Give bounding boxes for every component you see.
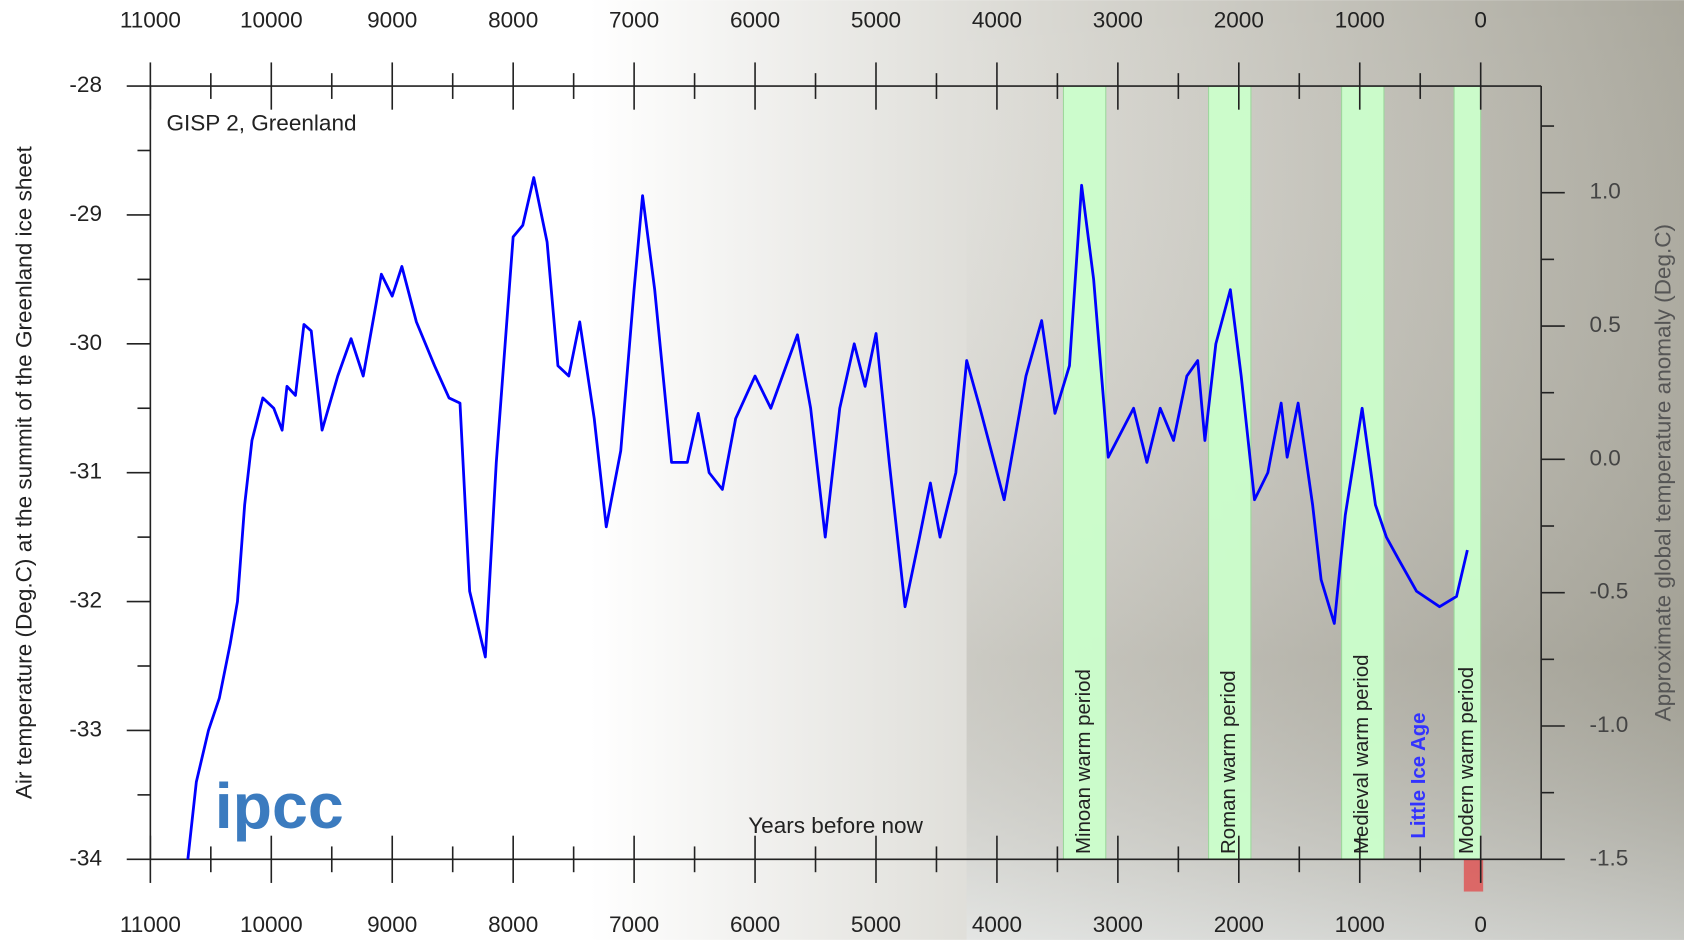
- x-tick-label-top: 7000: [609, 8, 659, 33]
- x-tick-label-top: 3000: [1093, 8, 1143, 33]
- x-tick-label-top: 4000: [972, 8, 1022, 33]
- x-axis-label: Years before now: [748, 813, 923, 838]
- x-tick-label: 9000: [367, 912, 417, 937]
- y2-tick-label: 0.5: [1589, 312, 1620, 337]
- x-tick-label-top: 10000: [240, 8, 303, 33]
- x-tick-label-top: 2000: [1214, 8, 1264, 33]
- x-tick-label: 8000: [488, 912, 538, 937]
- y-tick-label: -31: [69, 459, 102, 484]
- x-tick-label: 5000: [851, 912, 901, 937]
- x-tick-label-top: 8000: [488, 8, 538, 33]
- y-tick-label: -30: [69, 330, 102, 355]
- y2-tick-label: 0.0: [1589, 445, 1620, 470]
- x-tick-label-top: 11000: [120, 8, 181, 33]
- period-label: Minoan warm period: [1073, 669, 1095, 854]
- x-tick-label-top: 6000: [730, 8, 780, 33]
- period-band: [1341, 85, 1385, 860]
- x-tick-label: 2000: [1214, 912, 1264, 937]
- y2-tick-label: 1.0: [1589, 179, 1620, 204]
- x-tick-label: 0: [1474, 912, 1487, 937]
- x-tick-label-top: 1000: [1335, 8, 1385, 33]
- annotation: Little Ice Age: [1408, 712, 1430, 838]
- y2-axis-label: Approximate global temperature anomaly (…: [1651, 224, 1676, 722]
- y-tick-label: -32: [69, 588, 102, 613]
- y-tick-label: -28: [69, 72, 102, 97]
- y-axis-label: Air temperature (Deg.C) at the summit of…: [12, 146, 37, 800]
- logo: ipcc: [215, 770, 344, 842]
- period-label: Medieval warm period: [1351, 654, 1373, 853]
- x-tick-label: 7000: [609, 912, 659, 937]
- y-tick-label: -29: [69, 201, 102, 226]
- modern-marker: [1463, 859, 1484, 892]
- y2-tick-label: -0.5: [1589, 579, 1628, 604]
- subtitle: GISP 2, Greenland: [166, 111, 356, 136]
- x-tick-label-top: 9000: [367, 8, 417, 33]
- x-tick-label: 11000: [120, 912, 181, 937]
- x-tick-label-top: 5000: [851, 8, 901, 33]
- y-tick-label: -34: [69, 845, 102, 870]
- period-label: Modern warm period: [1456, 667, 1478, 854]
- y-tick-label: -33: [69, 716, 102, 741]
- period-label: Roman warm period: [1218, 670, 1240, 854]
- x-tick-label: 4000: [972, 912, 1022, 937]
- data-line: [186, 176, 1469, 860]
- x-tick-label: 3000: [1093, 912, 1143, 937]
- x-tick-label-top: 0: [1474, 8, 1487, 33]
- x-tick-label: 10000: [240, 912, 303, 937]
- y2-tick-label: -1.0: [1589, 712, 1628, 737]
- y2-tick-label: -1.5: [1589, 845, 1628, 870]
- x-tick-label: 1000: [1335, 912, 1385, 937]
- x-tick-label: 6000: [730, 912, 780, 937]
